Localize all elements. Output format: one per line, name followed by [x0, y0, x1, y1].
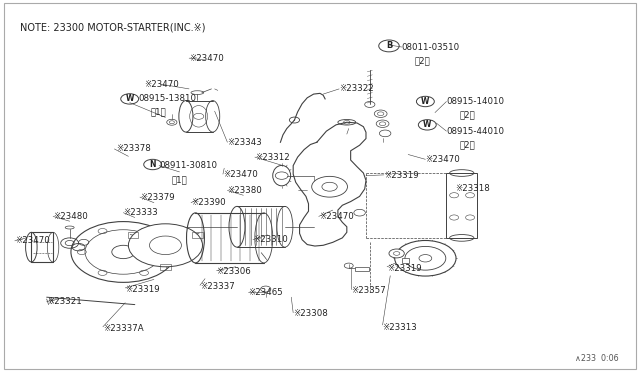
Bar	[355, 267, 369, 271]
Text: 08915-13810: 08915-13810	[138, 94, 196, 103]
Text: ※23470: ※23470	[145, 80, 179, 89]
Text: ※23306: ※23306	[216, 267, 252, 276]
Text: ※23379: ※23379	[140, 193, 175, 202]
Text: ※23343: ※23343	[227, 138, 262, 147]
Text: ※23319: ※23319	[125, 285, 160, 294]
Text: ※23378: ※23378	[116, 144, 150, 153]
Text: ※23470: ※23470	[15, 236, 49, 246]
Text: ※23337: ※23337	[200, 282, 235, 291]
Text: ※23337A: ※23337A	[103, 324, 143, 333]
Text: NOTE: 23300 MOTOR-STARTER(INC.※): NOTE: 23300 MOTOR-STARTER(INC.※)	[20, 22, 205, 32]
Text: ※23319: ※23319	[384, 171, 419, 180]
Text: ※23390: ※23390	[191, 198, 226, 207]
Text: ※23470: ※23470	[319, 212, 353, 221]
Bar	[128, 232, 138, 237]
Text: ※23470: ※23470	[426, 155, 460, 164]
Circle shape	[389, 249, 404, 258]
Text: 08915-44010: 08915-44010	[447, 126, 504, 136]
Text: ※23319: ※23319	[387, 264, 422, 273]
Text: ※23322: ※23322	[339, 84, 374, 93]
Circle shape	[374, 110, 387, 118]
Text: W: W	[421, 97, 429, 106]
Circle shape	[312, 176, 348, 197]
Text: 08915-14010: 08915-14010	[447, 97, 504, 106]
Text: ※23357: ※23357	[351, 286, 385, 295]
Bar	[402, 257, 410, 263]
Text: ※23310: ※23310	[253, 235, 288, 244]
Text: ※23380: ※23380	[227, 186, 262, 195]
Text: W: W	[125, 94, 134, 103]
Text: ※23480: ※23480	[53, 212, 88, 221]
Text: B: B	[386, 41, 392, 51]
Circle shape	[129, 224, 202, 267]
Text: ∧233  0:06: ∧233 0:06	[575, 354, 619, 363]
Text: （1）: （1）	[172, 175, 188, 184]
Circle shape	[376, 120, 389, 128]
Text: （2）: （2）	[415, 56, 430, 65]
Bar	[447, 173, 477, 238]
Text: ※23313: ※23313	[383, 323, 417, 332]
Bar	[161, 264, 171, 270]
Text: ※23318: ※23318	[456, 185, 490, 193]
Text: N: N	[149, 160, 156, 169]
Text: （2）: （2）	[460, 110, 475, 119]
Text: （1）: （1）	[151, 108, 166, 116]
Text: 08911-30810: 08911-30810	[159, 161, 217, 170]
Text: ※23308: ※23308	[293, 310, 328, 318]
Text: ※23321: ※23321	[47, 297, 81, 306]
Circle shape	[395, 240, 456, 276]
Text: （2）: （2）	[460, 140, 475, 149]
Text: ※23470: ※23470	[189, 54, 224, 62]
Text: ※23465: ※23465	[248, 288, 284, 297]
Text: 08011-03510: 08011-03510	[402, 42, 460, 51]
Text: ※23312: ※23312	[255, 153, 290, 161]
Bar	[193, 232, 203, 237]
Text: W: W	[423, 121, 431, 129]
Text: ※23470: ※23470	[223, 170, 258, 179]
Text: ※23333: ※23333	[124, 208, 158, 217]
